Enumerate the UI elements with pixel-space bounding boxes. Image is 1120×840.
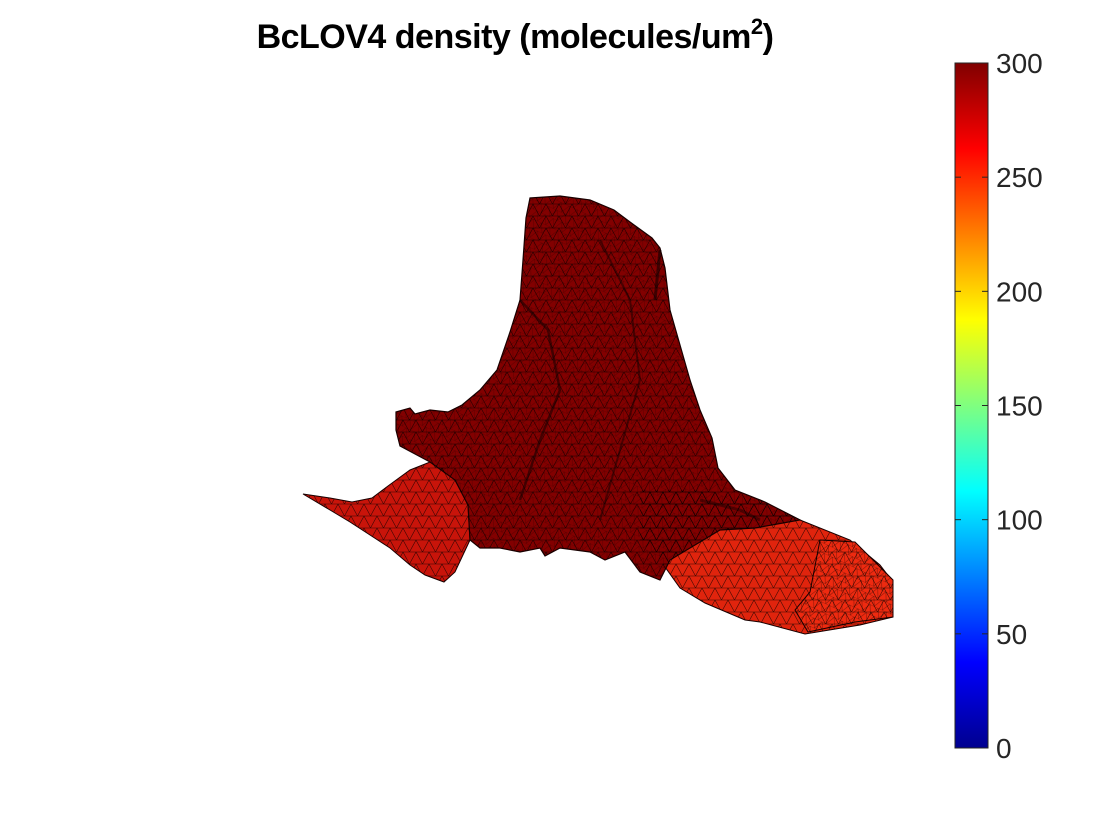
colorbar-tick-label: 50: [996, 619, 1027, 650]
colorbar-tick-label: 0: [996, 733, 1012, 764]
colorbar-tick-label: 100: [996, 505, 1043, 536]
colorbar: 0 50 100 150 200 250 300: [954, 48, 1043, 764]
chart-title-superscript: 2: [750, 14, 763, 39]
surface-mesh: [302, 195, 894, 635]
chart-title-text: BcLOV4 density (molecules/um: [256, 18, 752, 56]
colorbar-tick-label: 150: [996, 391, 1043, 422]
colorbar-tick-label: 250: [996, 162, 1043, 193]
colorbar-tick-label: 300: [996, 48, 1043, 79]
chart-title-suffix: ): [762, 18, 774, 56]
chart-title: BcLOV4 density (molecules/um2): [0, 16, 1030, 57]
colorbar-tick-label: 200: [996, 276, 1043, 307]
